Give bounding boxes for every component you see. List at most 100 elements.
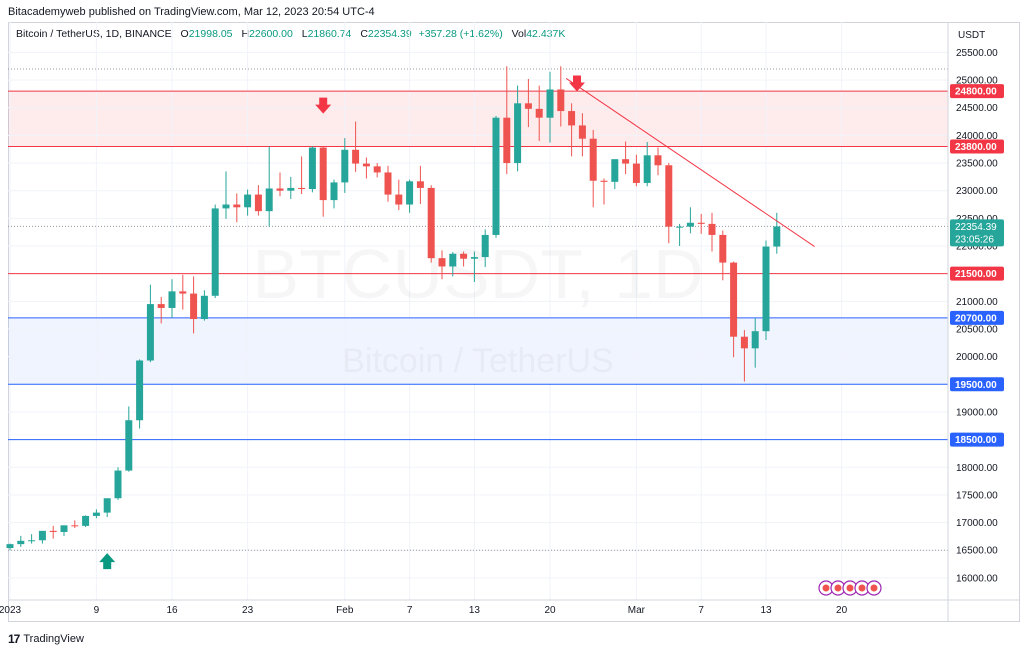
tradingview-logo-icon[interactable]: 17 bbox=[8, 632, 20, 646]
candle-body[interactable] bbox=[211, 208, 219, 296]
candle-body[interactable] bbox=[460, 253, 468, 259]
candle-body[interactable] bbox=[319, 147, 327, 201]
flag-icon bbox=[834, 584, 842, 592]
flag-icon bbox=[858, 584, 866, 592]
footer-brand[interactable]: TradingView bbox=[23, 633, 84, 645]
candle-body[interactable] bbox=[233, 204, 241, 208]
down-arrow-icon[interactable] bbox=[315, 97, 332, 114]
flag-icon bbox=[822, 584, 830, 592]
candle-body[interactable] bbox=[686, 222, 694, 227]
candle-body[interactable] bbox=[665, 165, 673, 227]
resistance-price-label-bg bbox=[950, 84, 1004, 99]
candle-body[interactable] bbox=[254, 194, 262, 212]
candle-body[interactable] bbox=[146, 304, 154, 361]
candle-body[interactable] bbox=[719, 234, 727, 263]
candle-body[interactable] bbox=[276, 188, 284, 191]
candle-body[interactable] bbox=[49, 530, 57, 532]
candle-body[interactable] bbox=[125, 420, 133, 471]
candle-body[interactable] bbox=[157, 304, 165, 308]
candle-body[interactable] bbox=[492, 117, 500, 235]
candle-body[interactable] bbox=[632, 163, 640, 183]
candle-body[interactable] bbox=[449, 253, 457, 267]
candle-body[interactable] bbox=[244, 194, 252, 208]
candle-body[interactable] bbox=[114, 470, 122, 499]
candle-body[interactable] bbox=[17, 540, 25, 545]
resistance-trendline[interactable] bbox=[565, 78, 815, 247]
candle-body[interactable] bbox=[481, 234, 489, 258]
chart-frame[interactable] bbox=[8, 22, 1020, 622]
candle-body[interactable] bbox=[222, 204, 230, 209]
candle-body[interactable] bbox=[71, 525, 79, 527]
candle-body[interactable] bbox=[535, 108, 543, 118]
flag-icon bbox=[846, 584, 854, 592]
candle-body[interactable] bbox=[287, 187, 295, 191]
support-price-label: 20700.00 bbox=[955, 313, 997, 324]
candle-body[interactable] bbox=[470, 257, 478, 259]
candle-body[interactable] bbox=[524, 103, 532, 109]
candle-body[interactable] bbox=[395, 194, 403, 205]
candle-body[interactable] bbox=[730, 262, 738, 337]
candle-body[interactable] bbox=[557, 89, 565, 112]
candle-body[interactable] bbox=[416, 181, 424, 188]
candle-body[interactable] bbox=[298, 187, 306, 190]
support-price-label-bg bbox=[950, 432, 1004, 447]
y-tick-label: 18000.00 bbox=[956, 463, 998, 474]
candle-body[interactable] bbox=[341, 149, 349, 183]
candle-body[interactable] bbox=[136, 360, 144, 421]
candle-body[interactable] bbox=[740, 336, 748, 349]
candle-body[interactable] bbox=[654, 155, 662, 166]
close-label: C bbox=[360, 28, 368, 40]
candle-body[interactable] bbox=[589, 138, 597, 181]
candle-body[interactable] bbox=[751, 331, 759, 349]
candle-body[interactable] bbox=[438, 258, 446, 267]
candle-body[interactable] bbox=[406, 181, 414, 205]
candle-body[interactable] bbox=[362, 163, 370, 167]
candle-body[interactable] bbox=[773, 226, 781, 247]
candle-body[interactable] bbox=[503, 117, 511, 164]
resistance-price-label: 21500.00 bbox=[955, 269, 997, 280]
candle-body[interactable] bbox=[190, 293, 198, 320]
y-tick-label: 23000.00 bbox=[956, 186, 998, 197]
candle-body[interactable] bbox=[373, 166, 381, 173]
open-value: 21998.05 bbox=[188, 28, 233, 40]
up-arrow-icon[interactable] bbox=[99, 553, 116, 570]
candle-body[interactable] bbox=[622, 159, 630, 164]
candle-body[interactable] bbox=[103, 498, 111, 513]
candle-body[interactable] bbox=[568, 111, 576, 126]
candle-body[interactable] bbox=[352, 149, 360, 164]
candle-body[interactable] bbox=[330, 182, 338, 201]
candle-body[interactable] bbox=[179, 291, 187, 294]
price-scale-currency[interactable]: USDT bbox=[958, 30, 985, 41]
candle-body[interactable] bbox=[308, 147, 316, 190]
candle-body[interactable] bbox=[600, 180, 608, 182]
candle-body[interactable] bbox=[384, 172, 392, 195]
candle-body[interactable] bbox=[578, 125, 586, 139]
candle-body[interactable] bbox=[82, 515, 90, 526]
candle-body[interactable] bbox=[762, 246, 770, 332]
y-tick-label: 22000.00 bbox=[956, 242, 998, 253]
x-tick-label: 13 bbox=[469, 605, 481, 616]
down-arrow-icon[interactable] bbox=[569, 75, 585, 92]
y-tick-label: 16500.00 bbox=[956, 546, 998, 557]
candle-body[interactable] bbox=[60, 525, 68, 532]
candle-body[interactable] bbox=[92, 512, 100, 516]
candle-body[interactable] bbox=[168, 291, 176, 308]
candle-body[interactable] bbox=[676, 226, 684, 228]
y-tick-label: 22500.00 bbox=[956, 214, 998, 225]
candle-body[interactable] bbox=[265, 188, 273, 212]
candle-body[interactable] bbox=[38, 530, 46, 541]
candle-body[interactable] bbox=[28, 540, 36, 542]
candle-body[interactable] bbox=[708, 223, 716, 235]
candle-body[interactable] bbox=[200, 295, 208, 320]
candle-body[interactable] bbox=[427, 187, 435, 259]
symbol-description[interactable]: Bitcoin / TetherUS, 1D, BINANCE bbox=[16, 28, 172, 40]
low-label: L bbox=[301, 28, 308, 40]
candle-body[interactable] bbox=[643, 155, 651, 183]
candle-body[interactable] bbox=[514, 103, 522, 164]
candle-body[interactable] bbox=[6, 544, 14, 549]
support-price-label: 18500.00 bbox=[955, 435, 997, 446]
candle-body[interactable] bbox=[546, 89, 554, 118]
candle-body[interactable] bbox=[611, 159, 619, 182]
candle-body[interactable] bbox=[697, 222, 705, 224]
